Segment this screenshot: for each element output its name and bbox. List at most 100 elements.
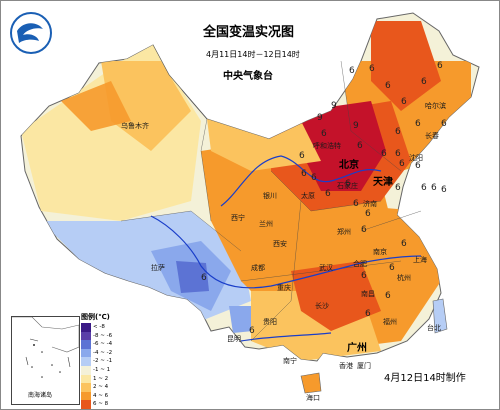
pearl-river <box>240 332 332 342</box>
station-value: 6 <box>345 179 351 189</box>
city-label: 武汉 <box>319 264 333 272</box>
city-label: 海口 <box>306 394 320 402</box>
station-value: 6 <box>299 151 305 161</box>
city-label: 广州 <box>347 343 367 354</box>
legend-label: 4 ~ 6 <box>93 392 109 399</box>
station-value: 6 <box>401 239 407 249</box>
legend-item: -8 ~ -6 <box>81 331 112 341</box>
legend-label: -1 ~ 1 <box>93 366 111 373</box>
station-value: 6 <box>361 225 367 235</box>
legend-label: 6 ~ 8 <box>93 401 109 408</box>
station-value: 6 <box>415 119 421 129</box>
station-value: 6 <box>385 291 391 301</box>
city-label: 石家庄 <box>337 182 358 190</box>
legend-swatch <box>81 408 91 409</box>
station-value: 6 <box>431 183 437 193</box>
station-value: 6 <box>385 81 391 91</box>
city-label: 台北 <box>427 324 441 332</box>
legend-item: -1 ~ 1 <box>81 365 110 375</box>
city-label: 重庆 <box>277 284 291 292</box>
legend-label: 2 ~ 4 <box>93 384 109 391</box>
station-value: 6 <box>389 263 395 273</box>
city-label: 乌鲁木齐 <box>121 122 149 130</box>
station-value: 6 <box>357 141 363 151</box>
station-value: 6 <box>381 149 387 159</box>
legend-item: 6 ~ 8 <box>81 400 109 409</box>
zone-yunnan-cold <box>229 306 253 333</box>
station-value: 6 <box>365 309 371 319</box>
legend-label: -4 ~ -2 <box>93 349 113 356</box>
cma-logo-icon <box>10 12 52 54</box>
city-label: 上海 <box>413 256 427 264</box>
hainan-island <box>300 372 322 394</box>
city-label: 南宁 <box>283 357 297 365</box>
city-label: 长沙 <box>315 302 329 310</box>
city-label: 合肥 <box>353 260 367 268</box>
city-label: 昆明 <box>227 335 241 343</box>
city-label: 拉萨 <box>151 264 165 272</box>
station-value: 6 <box>395 183 401 193</box>
city-label: 北京 <box>339 160 359 171</box>
legend: 图例(℃) < -8 -8 ~ -6 -6 ~ -4 -4 ~ -2 -2 ~ -1 -1… <box>81 313 112 409</box>
zone-west-mid <box>101 61 191 151</box>
station-value: 6 <box>421 77 427 87</box>
legend-swatch <box>81 365 91 375</box>
city-label: 南昌 <box>361 290 375 298</box>
zone-inner-mongolia <box>207 119 321 171</box>
legend-swatch <box>81 400 91 409</box>
station-value: 6 <box>401 97 407 107</box>
legend-swatch <box>81 348 91 358</box>
zone-south-hot <box>291 261 381 331</box>
zone-xinjiang-north <box>61 81 131 131</box>
city-label: 天津 <box>373 177 393 188</box>
legend-title: 图例(℃) <box>81 313 110 321</box>
station-value: 6 <box>369 64 375 74</box>
station-value: 6 <box>421 183 427 193</box>
city-label: 太原 <box>301 192 315 200</box>
taiwan-island <box>432 298 448 334</box>
city-label: 香港 <box>339 362 353 370</box>
station-value: 9 <box>317 113 323 123</box>
issuer: 中央气象台 <box>223 71 273 82</box>
produced-time: 4月12日14时制作 <box>384 373 466 384</box>
legend-item: -2 ~ -1 <box>81 357 112 366</box>
legend-item: -6 ~ -4 <box>81 340 112 349</box>
page-title: 全国变温实况图 <box>203 25 295 40</box>
legend-swatch <box>81 340 91 349</box>
station-value: 9 <box>331 101 337 111</box>
legend-item: 2 ~ 4 <box>81 383 109 392</box>
zone-sichuan-cold <box>176 261 209 293</box>
station-value: 6 <box>311 173 317 183</box>
city-label: 贵阳 <box>263 318 277 326</box>
station-value: 6 <box>365 209 371 219</box>
station-value: 6 <box>441 119 447 129</box>
inset-label: 南海诸岛 <box>28 392 53 399</box>
station-value: 6 <box>349 66 355 76</box>
south-china-sea-inset: 南海诸岛 <box>11 316 80 405</box>
city-label: 济南 <box>363 200 377 208</box>
city-label: 福州 <box>383 318 397 326</box>
legend-swatch <box>81 383 91 392</box>
legend-swatch <box>81 323 91 332</box>
city-label: 兰州 <box>259 220 273 228</box>
station-value: 6 <box>325 189 331 199</box>
city-label: 西安 <box>273 240 287 248</box>
legend-swatch <box>81 331 91 341</box>
yellow-river <box>220 155 382 207</box>
station-value: 6 <box>415 161 421 171</box>
legend-label: < -8 <box>93 324 105 330</box>
station-value: 6 <box>441 185 447 195</box>
legend-item: 1 ~ 2 <box>81 374 108 384</box>
yangtze-river <box>150 215 422 289</box>
time-period: 4月11日14时－12日14时 <box>206 50 300 59</box>
legend-item: > 8 <box>81 408 105 409</box>
zone-northeast-hot <box>371 21 441 111</box>
city-label: 厦门 <box>357 362 371 370</box>
station-value: 6 <box>353 199 359 209</box>
station-value: 6 <box>201 273 207 283</box>
legend-swatch <box>81 374 91 384</box>
city-label: 成都 <box>251 264 265 272</box>
legend-label: -2 ~ -1 <box>93 358 113 365</box>
city-label: 银川 <box>263 192 277 200</box>
city-label: 哈尔滨 <box>425 102 446 110</box>
